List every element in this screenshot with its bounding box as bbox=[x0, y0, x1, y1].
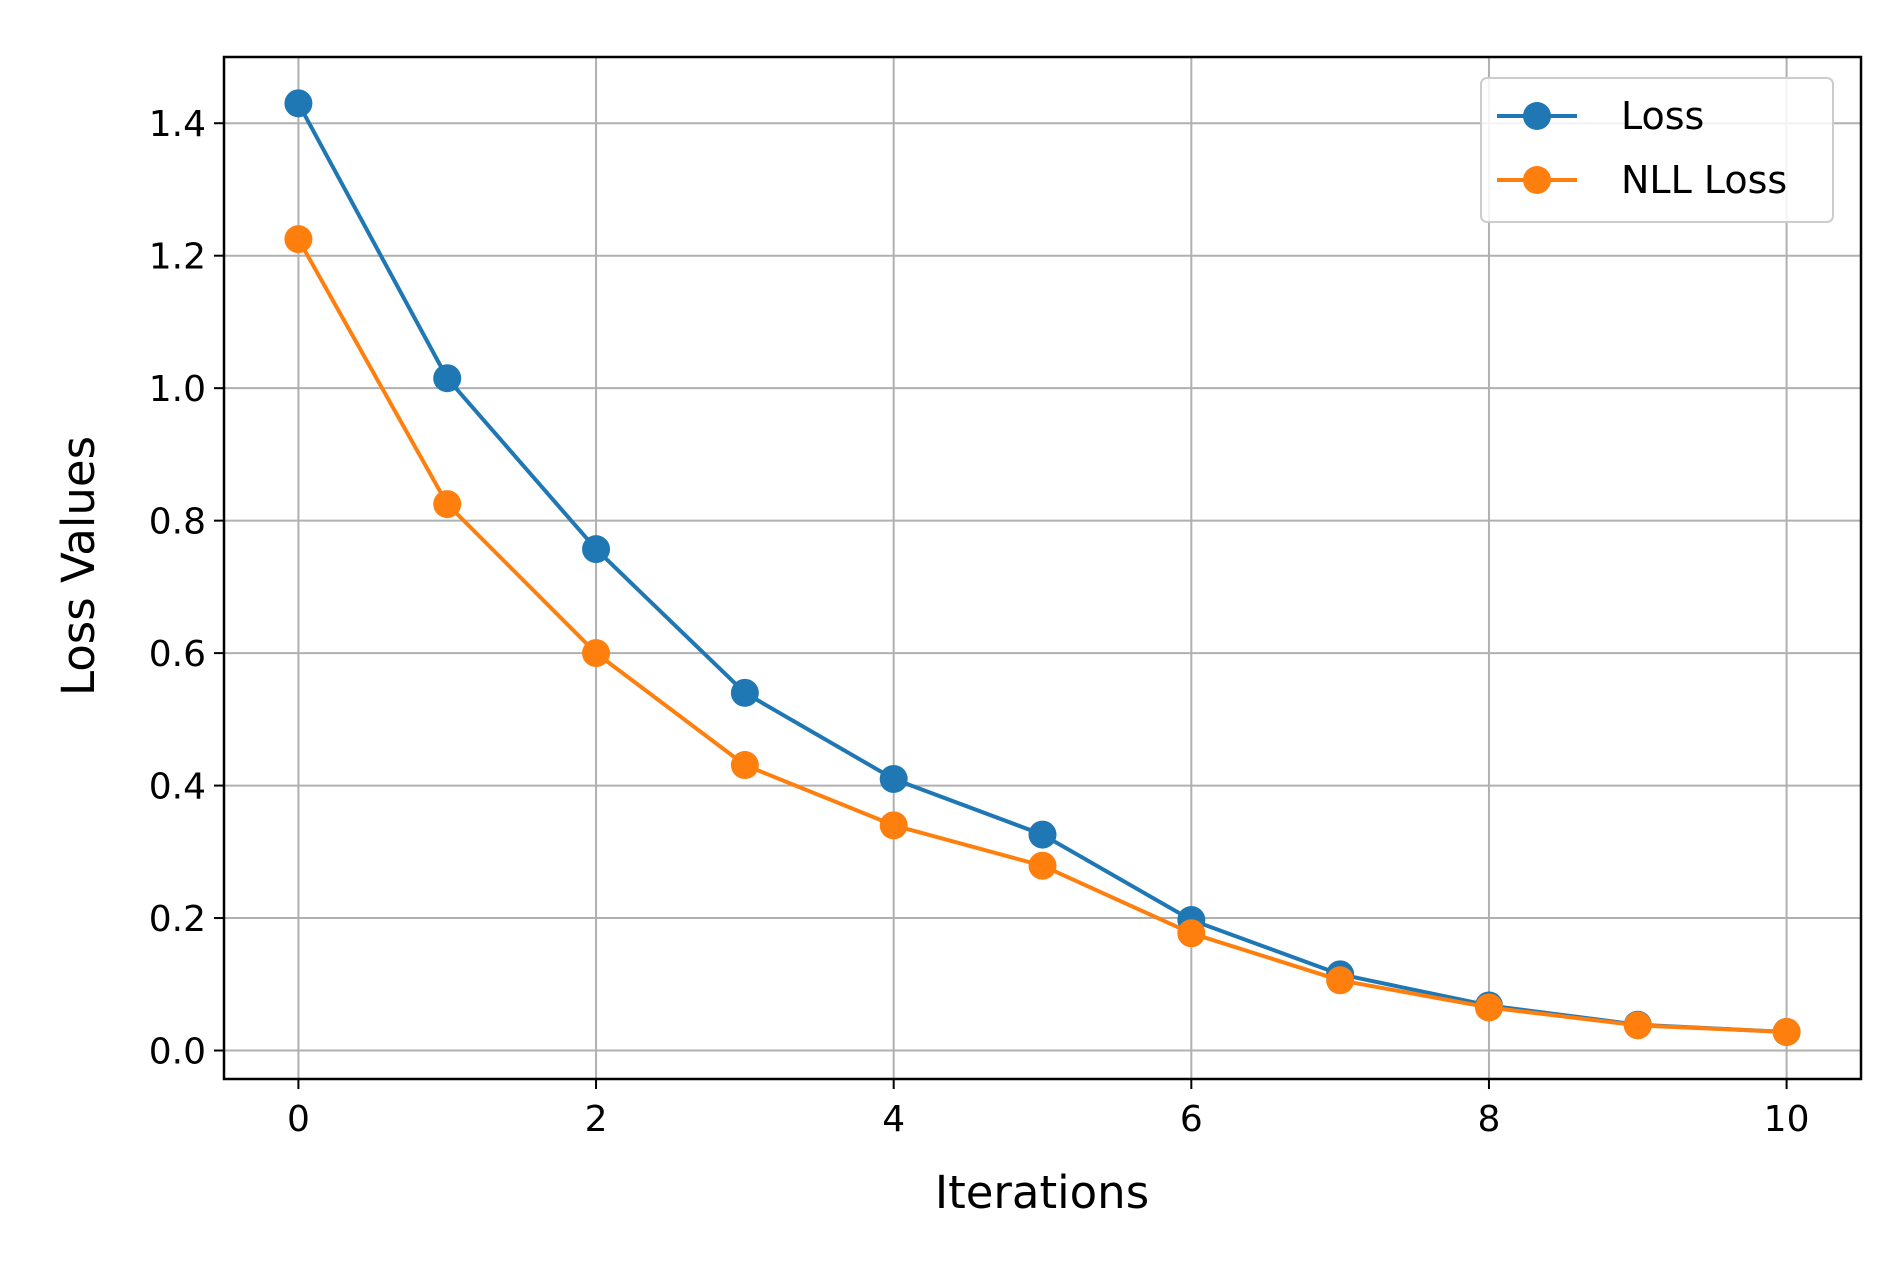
data-point-series-2 bbox=[1623, 1011, 1652, 1040]
x-tick-label: 10 bbox=[1764, 1099, 1810, 1140]
legend-marker-2 bbox=[1523, 166, 1551, 194]
data-point-series-2 bbox=[730, 751, 759, 780]
legend-marker-1 bbox=[1523, 102, 1551, 130]
data-point-series-2 bbox=[1028, 851, 1057, 880]
legend-label-2: NLL Loss bbox=[1621, 158, 1787, 202]
y-tick-label: 1.4 bbox=[149, 104, 206, 145]
y-tick-label: 0.2 bbox=[149, 899, 206, 940]
x-tick-label: 0 bbox=[287, 1099, 310, 1140]
legend: Loss NLL Loss bbox=[1480, 77, 1834, 223]
x-tick-label: 6 bbox=[1180, 1099, 1203, 1140]
grid bbox=[224, 57, 1861, 1079]
data-point-series-2 bbox=[1474, 993, 1503, 1022]
y-tick-label: 0.8 bbox=[149, 502, 206, 543]
y-tick-label: 0.0 bbox=[149, 1032, 206, 1073]
x-axis-label: Iterations bbox=[935, 1166, 1149, 1219]
y-tick-label: 0.4 bbox=[149, 767, 206, 808]
y-tick-label: 1.0 bbox=[149, 369, 206, 410]
y-axis-label: Loss Values bbox=[52, 436, 105, 696]
data-point-series-1 bbox=[879, 764, 908, 793]
y-tick-label: 1.2 bbox=[149, 237, 206, 278]
data-point-series-2 bbox=[582, 639, 611, 668]
ticks: 0 2 4 6 8 10 0.0 0.2 0.4 0.6 0.8 1.0 1.2 1.4 bbox=[149, 104, 1810, 1140]
data-point-series-1 bbox=[284, 89, 313, 118]
data-point-series-2 bbox=[433, 490, 462, 519]
data-point-series-2 bbox=[284, 225, 313, 254]
x-tick-label: 2 bbox=[585, 1099, 608, 1140]
data-point-series-2 bbox=[1177, 919, 1206, 948]
data-point-series-1 bbox=[730, 678, 759, 707]
x-tick-label: 8 bbox=[1478, 1099, 1501, 1140]
plot-frame bbox=[222, 55, 1863, 1081]
data-point-series-2 bbox=[1772, 1017, 1801, 1046]
data-point-series-2 bbox=[879, 811, 908, 840]
data-point-series-1 bbox=[582, 535, 611, 564]
data-point-series-1 bbox=[1028, 820, 1057, 849]
x-tick-label: 4 bbox=[882, 1099, 905, 1140]
data-point-series-2 bbox=[1326, 966, 1355, 995]
data-point-series-1 bbox=[433, 364, 462, 393]
y-tick-label: 0.6 bbox=[149, 634, 206, 675]
series-layer bbox=[284, 89, 1801, 1046]
legend-label-1: Loss bbox=[1621, 94, 1704, 138]
